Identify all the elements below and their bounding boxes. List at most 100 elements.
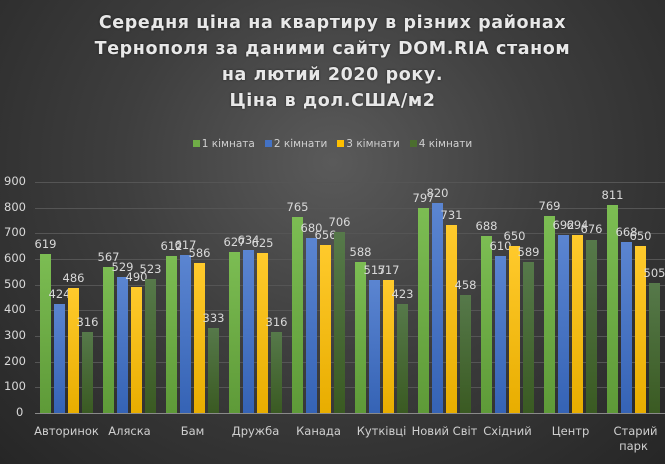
- data-label: 650: [629, 229, 652, 244]
- bar-1-room: [229, 252, 240, 413]
- gridline: [35, 310, 665, 311]
- bar-4-room: [397, 304, 408, 413]
- data-label: 688: [475, 219, 498, 234]
- bar-4-room: [460, 295, 471, 413]
- data-label: 694: [566, 217, 589, 232]
- bar-4-room: [271, 331, 282, 413]
- bar-1-room: [481, 236, 492, 413]
- legend-item: 4 кімнати: [409, 138, 472, 150]
- legend-label: 2 кімнати: [273, 138, 328, 150]
- data-label: 650: [503, 229, 526, 244]
- bar-4-room: [334, 231, 345, 413]
- data-label: 316: [265, 314, 288, 329]
- gridline: [35, 208, 665, 209]
- data-label: 656: [314, 227, 337, 242]
- bar-3-room: [131, 287, 142, 413]
- bar-4-room: [145, 278, 156, 413]
- chart-title: Середня ціна на квартиру в різних района…: [0, 10, 665, 114]
- data-label: 567: [97, 250, 120, 265]
- gridline: [35, 336, 665, 337]
- gridline: [35, 362, 665, 363]
- x-category-label: Старий парк: [613, 424, 658, 453]
- bar-3-room: [509, 246, 520, 413]
- data-label: 486: [62, 271, 85, 286]
- bar-3-room: [446, 225, 457, 413]
- gridline: [35, 387, 665, 388]
- data-label: 634: [237, 233, 260, 248]
- data-label: 588: [349, 245, 372, 260]
- bar-3-room: [635, 246, 646, 413]
- data-label: 680: [300, 221, 323, 236]
- x-category-label: Центр: [551, 424, 590, 438]
- bar-1-room: [292, 216, 303, 413]
- legend-label: 1 кімната: [201, 138, 255, 150]
- data-label: 458: [454, 278, 477, 293]
- bar-1-room: [418, 208, 429, 413]
- bar-1-room: [40, 254, 51, 413]
- x-axis-line: [35, 413, 665, 414]
- y-tick-label: 500: [4, 277, 26, 291]
- bar-3-room: [68, 288, 79, 413]
- bar-2-room: [495, 256, 506, 413]
- bar-1-room: [544, 215, 555, 413]
- bar-2-room: [54, 304, 65, 413]
- data-label: 424: [48, 287, 71, 302]
- y-tick-label: 0: [16, 405, 24, 419]
- legend-swatch-icon: [264, 140, 272, 147]
- data-label: 769: [538, 198, 561, 213]
- legend-swatch-icon: [192, 140, 200, 147]
- data-label: 627: [223, 235, 246, 250]
- data-label: 505: [643, 266, 665, 281]
- bar-1-room: [607, 204, 618, 413]
- y-tick-label: 200: [4, 354, 26, 368]
- bar-2-room: [621, 241, 632, 413]
- bar-3-room: [383, 280, 394, 413]
- bar-1-room: [166, 255, 177, 413]
- data-label: 316: [76, 314, 99, 329]
- data-label: 517: [377, 263, 400, 278]
- data-label: 612: [160, 238, 183, 253]
- bar-2-room: [117, 277, 128, 413]
- bar-2-room: [369, 280, 380, 413]
- data-label: 797: [412, 191, 435, 206]
- x-category-label: Новий Світ: [411, 424, 478, 438]
- data-label: 517: [363, 263, 386, 278]
- title-line-1: Середня ціна на квартиру в різних района…: [98, 13, 567, 33]
- x-category-label: Аляска: [108, 424, 151, 438]
- x-category-label: Канада: [296, 424, 341, 438]
- gridline: [35, 233, 665, 234]
- data-label: 820: [426, 185, 449, 200]
- data-label: 523: [139, 261, 162, 276]
- data-label: 423: [391, 287, 414, 302]
- legend-label: 3 кімнати: [346, 138, 400, 150]
- y-tick-label: 300: [4, 328, 26, 342]
- bar-1-room: [103, 267, 114, 413]
- bar-3-room: [572, 234, 583, 413]
- y-tick-label: 400: [4, 302, 26, 316]
- bar-1-room: [355, 262, 366, 413]
- data-label: 625: [251, 235, 274, 250]
- gridline: [35, 259, 665, 260]
- data-label: 529: [111, 260, 134, 275]
- bar-3-room: [194, 262, 205, 413]
- data-label: 706: [328, 214, 351, 229]
- bar-3-room: [320, 244, 331, 413]
- data-label: 731: [440, 208, 463, 223]
- y-tick-label: 800: [4, 200, 26, 214]
- bar-2-room: [306, 238, 317, 413]
- data-label: 610: [489, 239, 512, 254]
- y-tick-label: 700: [4, 225, 26, 239]
- y-tick-label: 100: [4, 379, 26, 393]
- data-label: 617: [174, 237, 197, 252]
- x-category-label: Кутківці: [356, 424, 407, 438]
- gridline: [35, 285, 665, 286]
- bar-2-room: [243, 250, 254, 413]
- title-line-4: Ціна в дол.США/м2: [229, 91, 436, 111]
- data-label: 811: [601, 187, 624, 202]
- data-label: 333: [202, 310, 225, 325]
- data-label: 692: [552, 218, 575, 233]
- y-tick-label: 900: [4, 174, 26, 188]
- data-label: 765: [286, 199, 309, 214]
- bar-4-room: [208, 327, 219, 413]
